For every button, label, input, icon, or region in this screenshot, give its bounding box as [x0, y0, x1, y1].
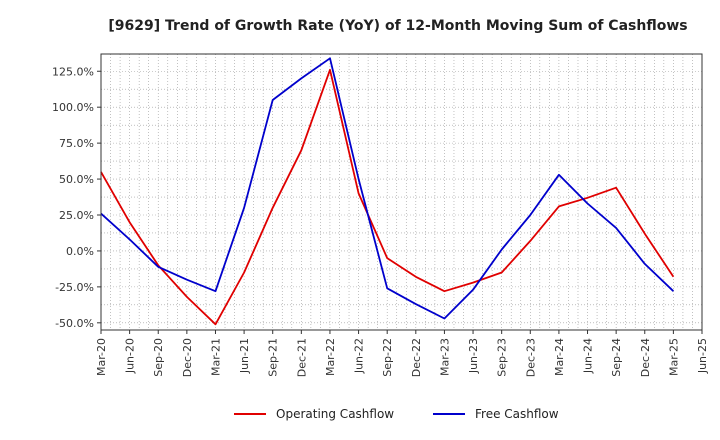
x-tick-label: Sep-24: [610, 338, 623, 377]
x-tick-label: Dec-20: [181, 338, 194, 377]
x-tick-label: Mar-24: [553, 338, 566, 376]
series-line-1: [100, 57, 675, 320]
x-tick-label: Dec-22: [410, 338, 423, 377]
x-tick-label: Mar-22: [324, 338, 337, 376]
y-axis-ticks: -50.0% -25.0% 0.0% 25.0% 50.0% 75.0% 100.0% 125…: [52, 65, 101, 330]
x-tick-label: Sep-22: [381, 338, 394, 377]
x-tick-label: Jun-21: [238, 338, 251, 374]
x-tick-label: Mar-21: [209, 338, 222, 376]
x-tick-label: Sep-20: [152, 338, 165, 377]
plot-area: [100, 53, 703, 331]
grid: [100, 54, 703, 330]
y-tick-label: 0.0%: [66, 245, 94, 258]
y-tick-label: 75.0%: [59, 137, 94, 150]
x-tick-label: Dec-23: [524, 338, 537, 377]
y-tick-label: -25.0%: [55, 281, 94, 294]
legend: Operating Cashflow Free Cashflow: [234, 407, 559, 421]
y-tick-label: 50.0%: [59, 173, 94, 186]
x-tick-label: Mar-23: [438, 338, 451, 376]
x-tick-label: Jun-23: [467, 338, 480, 374]
legend-label: Free Cashflow: [475, 407, 559, 421]
x-tick-label: Dec-21: [295, 338, 308, 377]
y-tick-label: -50.0%: [55, 317, 94, 330]
series-line-0: [100, 68, 675, 326]
x-axis-ticks: Mar-20 Jun-20 Sep-20 Dec-20 Mar-21 Jun-21 Sep-…: [95, 330, 709, 377]
y-tick-label: 100.0%: [52, 101, 94, 114]
x-tick-label: Jun-22: [353, 338, 366, 374]
x-tick-label: Jun-24: [582, 338, 595, 374]
legend-label: Operating Cashflow: [276, 407, 394, 421]
x-tick-label: Mar-25: [667, 338, 680, 376]
y-tick-label: 25.0%: [59, 209, 94, 222]
x-tick-label: Mar-20: [95, 338, 108, 376]
chart-title: [9629] Trend of Growth Rate (YoY) of 12-…: [108, 18, 687, 34]
x-tick-label: Sep-23: [496, 338, 509, 377]
series-layer: [100, 57, 675, 326]
x-tick-label: Jun-20: [124, 338, 137, 374]
x-tick-label: Jun-25: [696, 338, 709, 374]
x-tick-label: Dec-24: [639, 338, 652, 377]
x-tick-label: Sep-21: [267, 338, 280, 377]
y-tick-label: 125.0%: [52, 65, 94, 78]
